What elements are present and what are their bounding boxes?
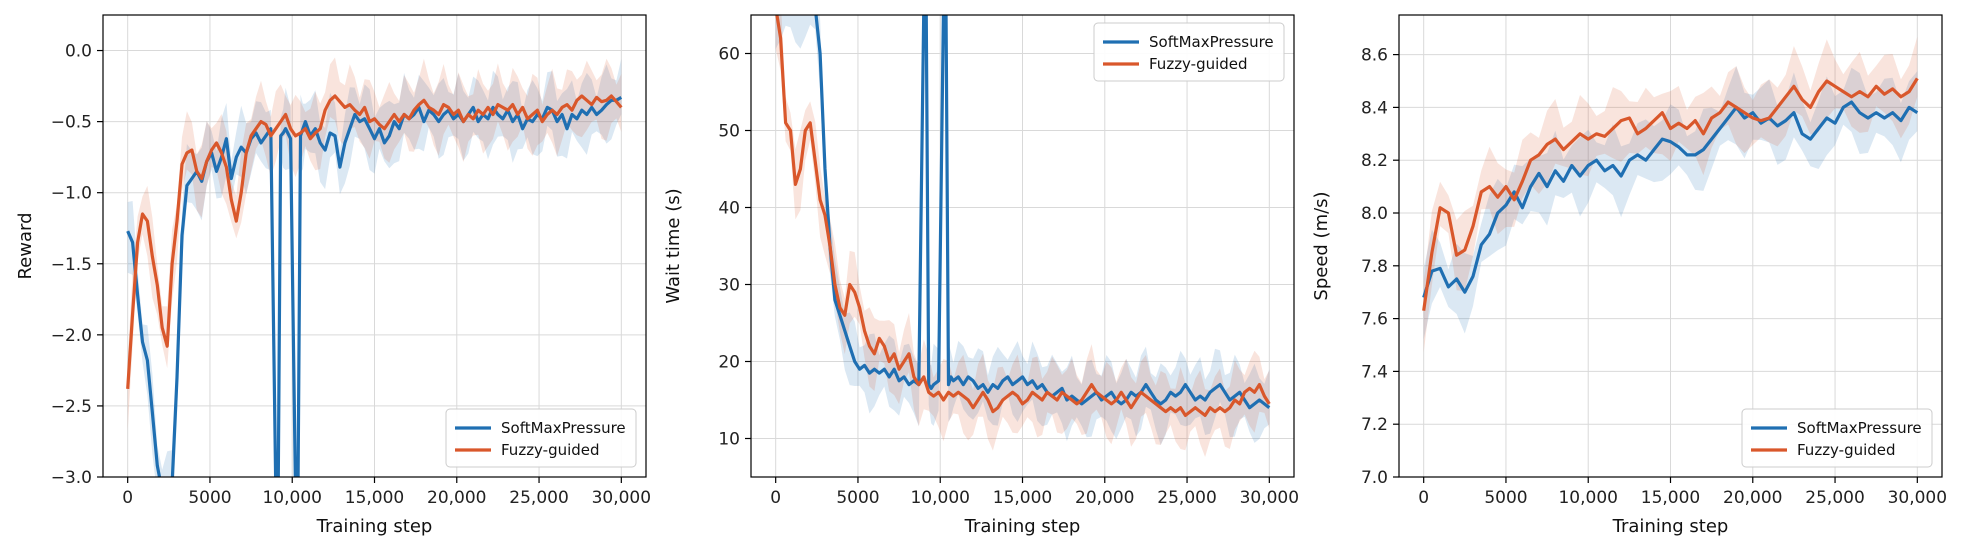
speed-chart-panel: 0 5000 10,000 15,000 20,000 25,000 30,000 7.0 7.…: [1311, 14, 1947, 537]
y-tick-label: 8.4: [1361, 98, 1388, 118]
series-line-fuzzy-guided: [775, 15, 1271, 417]
y-tick-label: 8.2: [1361, 151, 1388, 171]
x-tick-label: 0: [122, 488, 133, 508]
y-tick-label: 60: [718, 45, 740, 65]
legend-label-softmaxpressure: SoftMaxPressure: [501, 419, 626, 437]
legend-label-fuzzy-guided: Fuzzy-guided: [1149, 55, 1248, 73]
legend: SoftMaxPressure Fuzzy-guided: [445, 408, 637, 468]
x-tick-label: 10,000: [910, 488, 969, 508]
x-tick-label: 20,000: [1075, 488, 1134, 508]
y-tick-label: −1.0: [51, 184, 92, 204]
plot-area: [126, 57, 623, 477]
x-axis-label: Training step: [964, 516, 1081, 537]
y-tick-label: 8.0: [1361, 204, 1388, 224]
y-tick-label: 20: [718, 353, 740, 373]
y-tick-label: 10: [718, 430, 740, 450]
y-tick-label: −3.0: [51, 468, 92, 488]
series-band-softmaxpressure: [1423, 66, 1918, 340]
y-tick-label: −1.5: [51, 255, 92, 275]
legend: SoftMaxPressure Fuzzy-guided: [1093, 22, 1285, 82]
y-tick-label: 7.6: [1361, 310, 1388, 330]
series-band-fuzzy-guided: [127, 57, 622, 431]
series-band-softmaxpressure: [127, 58, 622, 477]
series-band-fuzzy-guided: [1423, 36, 1918, 353]
y-tick-label: −2.5: [51, 397, 92, 417]
legend-label-softmaxpressure: SoftMaxPressure: [1797, 419, 1922, 437]
reward-chart-panel: 0 5000 10,000 15,000 20,000 25,000 30,000 −3.0 −…: [15, 14, 651, 537]
x-tick-label: 20,000: [427, 488, 486, 508]
y-tick-label: 30: [718, 276, 740, 296]
series-line-softmaxpressure: [1422, 100, 1919, 298]
x-tick-label: 30,000: [1888, 488, 1947, 508]
series-line-softmaxpressure: [126, 96, 623, 477]
y-tick-label: 8.6: [1361, 46, 1388, 66]
x-tick-label: 0: [1418, 488, 1429, 508]
legend-label-fuzzy-guided: Fuzzy-guided: [1797, 441, 1896, 459]
y-tick-label: 50: [718, 122, 740, 142]
x-tick-label: 0: [770, 488, 781, 508]
series-line-softmaxpressure: [814, 15, 1271, 410]
x-tick-label: 5000: [1484, 488, 1527, 508]
y-tick-label: −2.0: [51, 326, 92, 346]
y-axis-label: Speed (m/s): [1311, 191, 1332, 300]
x-axis-label: Training step: [316, 516, 433, 537]
x-tick-label: 25,000: [509, 488, 568, 508]
y-tick-label: 7.2: [1361, 415, 1388, 435]
y-tick-label: 7.0: [1361, 468, 1388, 488]
legend-box: [1093, 22, 1285, 82]
y-tick-label: 7.8: [1361, 257, 1388, 277]
y-tick-label: 0.0: [65, 42, 92, 62]
y-axis-label: Reward: [15, 212, 36, 279]
series-line-fuzzy-guided: [1422, 77, 1919, 311]
x-tick-label: 5000: [836, 488, 879, 508]
x-tick-label: 10,000: [1558, 488, 1617, 508]
series-line-fuzzy-guided: [126, 94, 623, 390]
series-band-fuzzy-guided: [775, 15, 1270, 457]
y-tick-label: 7.4: [1361, 362, 1388, 382]
y-tick-label: 40: [718, 199, 740, 219]
x-tick-label: 15,000: [993, 488, 1052, 508]
wait-time-chart-panel: 0 5000 10,000 15,000 20,000 25,000 30,000 10 20 3…: [663, 14, 1299, 537]
legend-box: [445, 408, 637, 468]
x-tick-label: 5000: [188, 488, 231, 508]
series-band-softmaxpressure: [775, 15, 1270, 446]
x-tick-label: 20,000: [1723, 488, 1782, 508]
y-axis-label: Wait time (s): [663, 188, 684, 303]
x-axis-label: Training step: [1612, 516, 1729, 537]
x-tick-label: 15,000: [345, 488, 404, 508]
legend: SoftMaxPressure Fuzzy-guided: [1741, 408, 1933, 468]
plot-area: [775, 15, 1271, 457]
legend-box: [1741, 408, 1933, 468]
x-tick-label: 30,000: [592, 488, 651, 508]
legend-label-softmaxpressure: SoftMaxPressure: [1149, 33, 1274, 51]
x-tick-label: 25,000: [1805, 488, 1864, 508]
plot-area: [1422, 36, 1919, 353]
legend-label-fuzzy-guided: Fuzzy-guided: [501, 441, 600, 459]
x-tick-label: 30,000: [1240, 488, 1299, 508]
x-tick-label: 15,000: [1641, 488, 1700, 508]
y-tick-label: −0.5: [51, 113, 92, 133]
x-tick-label: 25,000: [1157, 488, 1216, 508]
x-tick-label: 10,000: [262, 488, 321, 508]
